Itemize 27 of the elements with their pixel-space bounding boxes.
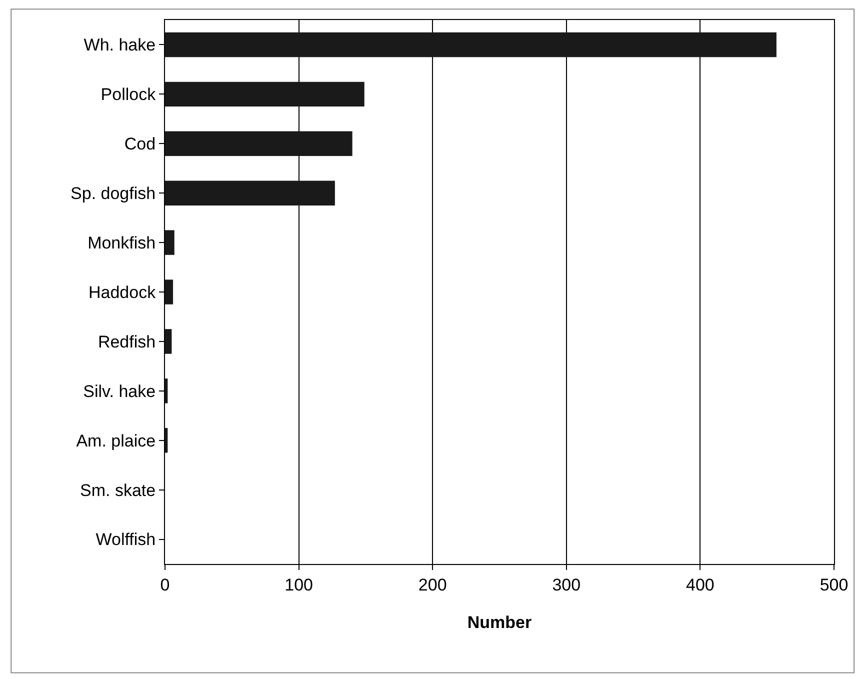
y-tick-label: Am. plaice — [76, 431, 156, 450]
bar — [165, 230, 174, 255]
y-tick-label: Cod — [124, 134, 156, 154]
x-tick-label: 100 — [284, 575, 313, 594]
x-tick-label: 500 — [820, 575, 848, 594]
bar — [165, 32, 776, 58]
x-tick-label: 300 — [552, 575, 581, 594]
x-tick-label: 200 — [418, 575, 447, 594]
y-tick-label: Sm. skate — [80, 480, 156, 500]
y-tick-label: Redfish — [98, 332, 156, 352]
bar — [165, 82, 364, 107]
y-tick-label: Wolffish — [96, 530, 156, 550]
y-tick-label: Wh. hake — [84, 36, 156, 55]
y-tick-label: Sp. dogfish — [70, 184, 156, 204]
y-tick-label: Haddock — [88, 282, 156, 302]
bar — [165, 428, 168, 453]
bar — [165, 180, 335, 206]
y-tick-label: Pollock — [100, 85, 156, 104]
bar — [165, 280, 174, 304]
bar — [165, 329, 172, 354]
bar — [165, 131, 352, 156]
bar — [165, 378, 168, 404]
x-tick-label: 0 — [160, 575, 170, 594]
y-tick-label: Monkfish — [88, 234, 156, 252]
x-tick-label: 400 — [686, 575, 714, 594]
x-axis-title: Number — [467, 612, 532, 632]
y-tick-label: Silv. hake — [83, 382, 156, 401]
